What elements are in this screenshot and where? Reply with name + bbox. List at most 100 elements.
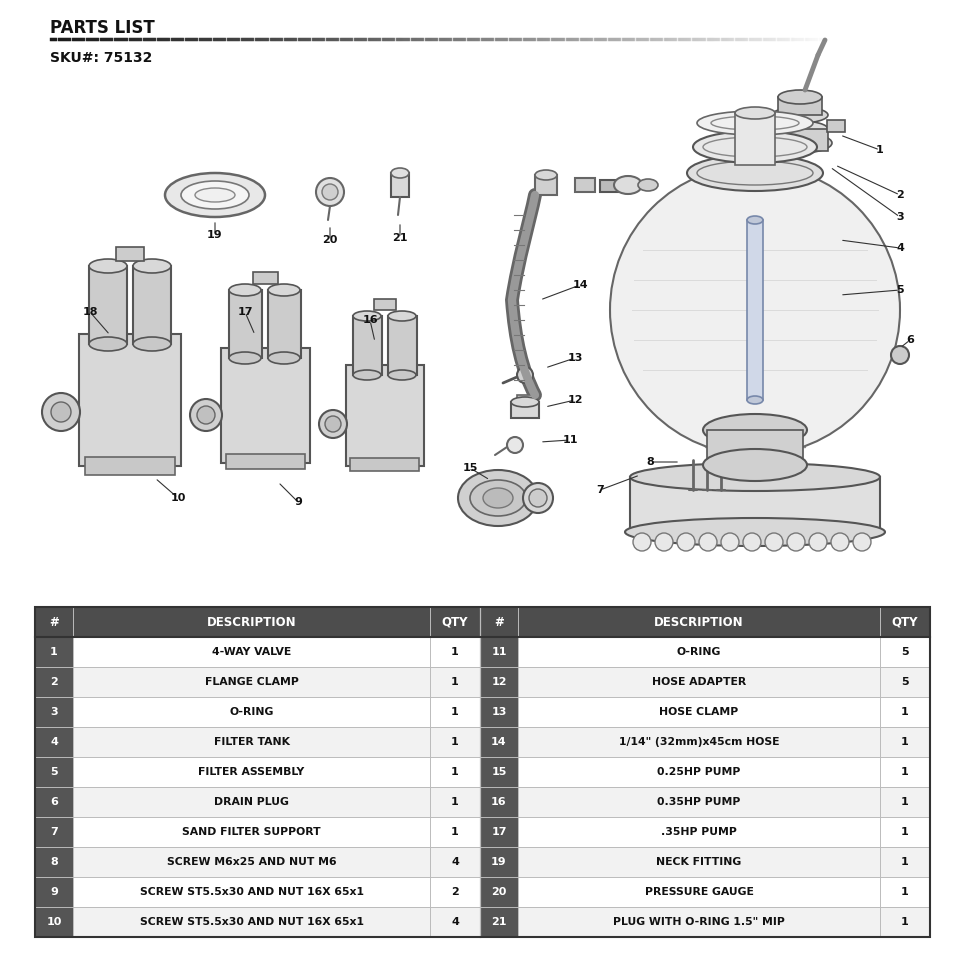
Text: PARTS LIST: PARTS LIST xyxy=(50,19,155,37)
Text: 1: 1 xyxy=(901,857,909,867)
Bar xyxy=(35,787,73,817)
Bar xyxy=(35,757,73,787)
Text: 4-WAY VALVE: 4-WAY VALVE xyxy=(212,647,291,657)
Text: 11: 11 xyxy=(492,647,507,657)
Bar xyxy=(747,220,763,400)
Text: 1: 1 xyxy=(451,677,459,687)
Bar xyxy=(346,365,424,466)
Text: 16: 16 xyxy=(362,315,378,325)
Bar xyxy=(89,266,127,344)
Ellipse shape xyxy=(703,414,807,446)
Bar xyxy=(35,907,930,937)
Text: 1: 1 xyxy=(901,707,909,717)
Bar xyxy=(35,667,73,697)
Text: 3: 3 xyxy=(897,212,903,222)
Ellipse shape xyxy=(768,133,832,153)
Text: 18: 18 xyxy=(83,307,98,317)
Ellipse shape xyxy=(511,397,539,407)
Circle shape xyxy=(507,437,523,453)
Bar xyxy=(35,877,73,907)
Text: 0.35HP PUMP: 0.35HP PUMP xyxy=(658,797,741,807)
Bar xyxy=(35,847,930,877)
Text: 1: 1 xyxy=(901,797,909,807)
Ellipse shape xyxy=(470,480,526,516)
Text: #: # xyxy=(49,615,59,629)
Text: 1: 1 xyxy=(901,767,909,777)
Bar xyxy=(517,395,533,403)
Bar xyxy=(35,667,930,697)
Text: 4: 4 xyxy=(451,917,459,927)
Text: FILTER ASSEMBLY: FILTER ASSEMBLY xyxy=(199,767,304,777)
Bar xyxy=(116,247,144,261)
Text: 12: 12 xyxy=(492,677,507,687)
Bar xyxy=(350,458,419,471)
Bar xyxy=(85,457,175,475)
Ellipse shape xyxy=(353,311,381,321)
Text: SKU#: 75132: SKU#: 75132 xyxy=(50,51,153,65)
Circle shape xyxy=(787,533,805,551)
Circle shape xyxy=(633,533,651,551)
Text: 19: 19 xyxy=(492,857,507,867)
Ellipse shape xyxy=(747,396,763,404)
Text: 5: 5 xyxy=(50,767,58,777)
Bar xyxy=(226,454,305,469)
Circle shape xyxy=(51,402,71,422)
Ellipse shape xyxy=(778,90,822,104)
Ellipse shape xyxy=(181,181,249,209)
Text: 8: 8 xyxy=(50,857,58,867)
Circle shape xyxy=(655,533,673,551)
Text: HOSE ADAPTER: HOSE ADAPTER xyxy=(652,677,746,687)
Text: 17: 17 xyxy=(492,827,507,837)
Ellipse shape xyxy=(388,311,416,321)
Circle shape xyxy=(809,533,827,551)
Text: 5: 5 xyxy=(901,647,909,657)
Circle shape xyxy=(853,533,871,551)
Text: NECK FITTING: NECK FITTING xyxy=(657,857,742,867)
Bar xyxy=(772,129,828,151)
Text: 5: 5 xyxy=(897,285,903,295)
Text: 2: 2 xyxy=(451,887,459,897)
Bar xyxy=(575,178,595,192)
Text: 0.25HP PUMP: 0.25HP PUMP xyxy=(658,767,741,777)
Text: 2: 2 xyxy=(896,190,904,200)
Bar xyxy=(480,727,518,757)
Bar xyxy=(35,727,73,757)
Ellipse shape xyxy=(89,337,127,351)
Bar xyxy=(480,817,518,847)
Ellipse shape xyxy=(614,176,642,194)
Ellipse shape xyxy=(687,155,823,191)
Text: 3: 3 xyxy=(50,707,58,717)
Ellipse shape xyxy=(630,463,880,491)
Circle shape xyxy=(322,184,338,200)
Text: 16: 16 xyxy=(492,797,507,807)
Text: 1/14" (32mm)x45cm HOSE: 1/14" (32mm)x45cm HOSE xyxy=(619,737,780,747)
Text: 15: 15 xyxy=(492,767,507,777)
Bar xyxy=(735,113,775,165)
Text: DRAIN PLUG: DRAIN PLUG xyxy=(214,797,289,807)
Ellipse shape xyxy=(353,370,381,380)
Circle shape xyxy=(325,416,341,432)
Text: 20: 20 xyxy=(323,235,338,245)
Text: 4: 4 xyxy=(50,737,58,747)
Ellipse shape xyxy=(703,449,807,481)
Text: 2: 2 xyxy=(50,677,58,687)
Ellipse shape xyxy=(693,131,817,163)
Bar xyxy=(79,334,181,466)
Bar xyxy=(827,120,845,132)
Bar xyxy=(480,667,518,697)
Bar xyxy=(253,272,278,284)
Ellipse shape xyxy=(229,284,261,296)
Bar xyxy=(35,637,930,667)
Text: 6: 6 xyxy=(906,335,914,345)
Bar xyxy=(374,299,396,310)
Circle shape xyxy=(197,406,215,424)
Circle shape xyxy=(190,399,222,431)
Ellipse shape xyxy=(167,188,263,212)
Text: 1: 1 xyxy=(901,917,909,927)
Text: FLANGE CLAMP: FLANGE CLAMP xyxy=(204,677,299,687)
Text: SCREW ST5.5x30 AND NUT 16X 65x1: SCREW ST5.5x30 AND NUT 16X 65x1 xyxy=(139,917,364,927)
Text: 14: 14 xyxy=(492,737,507,747)
Bar xyxy=(630,477,880,532)
Text: 1: 1 xyxy=(901,737,909,747)
Text: QTY: QTY xyxy=(442,615,468,629)
